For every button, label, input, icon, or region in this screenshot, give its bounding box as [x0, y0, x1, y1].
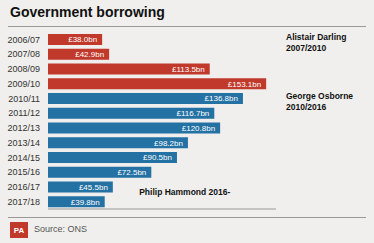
svg-text:£39.8bn: £39.8bn	[71, 198, 100, 207]
svg-text:£120.8bn: £120.8bn	[182, 124, 215, 133]
svg-text:£116.7bn: £116.7bn	[177, 109, 210, 118]
html-text:George Osborne 2010/2016: George Osborne 2010/2016	[286, 91, 354, 113]
svg-text:£72.5bn: £72.5bn	[117, 168, 146, 177]
svg-text:2016/17: 2016/17	[8, 182, 40, 192]
svg-text:£45.5bn: £45.5bn	[79, 183, 108, 192]
html-text:Philip Hammond 2016-: Philip Hammond 2016-	[139, 186, 231, 197]
svg-text:2013/14: 2013/14	[8, 138, 40, 148]
svg-text:2006/07: 2006/07	[8, 35, 40, 45]
svg-text:£113.5bn: £113.5bn	[172, 65, 205, 74]
html-text:PA: PA	[13, 225, 25, 235]
html-text:Alistair Darling 2007/2010: Alistair Darling 2007/2010	[286, 32, 347, 54]
svg-text:2012/13: 2012/13	[8, 123, 40, 133]
svg-text:£90.5bn: £90.5bn	[143, 153, 172, 162]
svg-text:£98.2bn: £98.2bn	[154, 139, 183, 148]
svg-text:£153.1bn: £153.1bn	[228, 80, 261, 89]
svg-text:2017/18: 2017/18	[8, 197, 40, 207]
svg-text:2008/09: 2008/09	[8, 64, 40, 74]
svg-text:£136.8bn: £136.8bn	[205, 94, 238, 103]
html-text:Government borrowing: Government borrowing	[10, 4, 165, 20]
svg-text:2007/08: 2007/08	[8, 49, 40, 59]
svg-text:£42.9bn: £42.9bn	[75, 50, 104, 59]
svg-text:2009/10: 2009/10	[8, 79, 40, 89]
svg-text:2014/15: 2014/15	[8, 153, 40, 163]
html-text:Source: ONS: Source: ONS	[34, 224, 87, 234]
svg-text:£38.0bn: £38.0bn	[68, 35, 97, 44]
svg-text:2010/11: 2010/11	[8, 94, 40, 104]
svg-text:2011/12: 2011/12	[8, 108, 40, 118]
svg-text:2015/16: 2015/16	[8, 167, 40, 177]
